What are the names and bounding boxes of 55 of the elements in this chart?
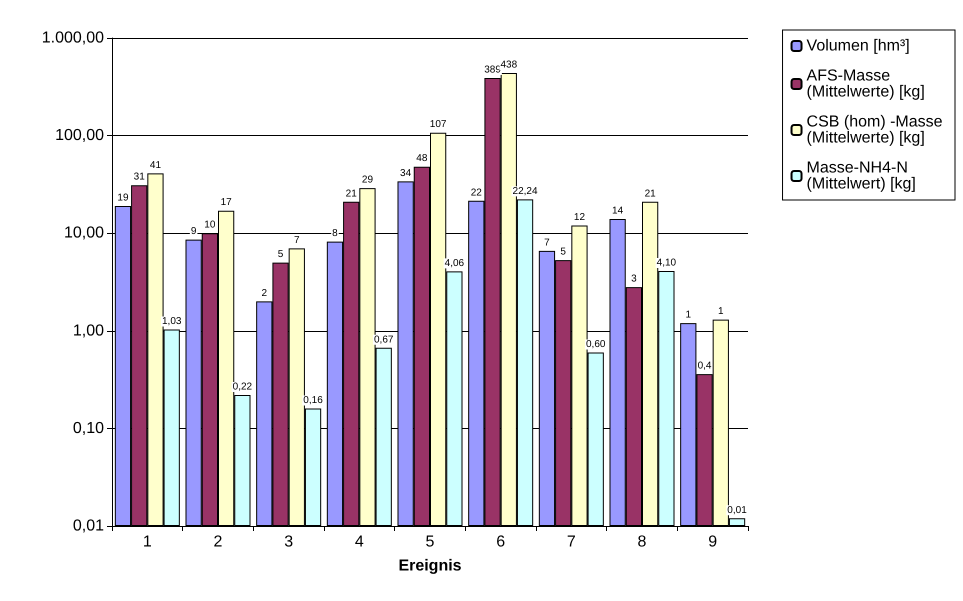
data-label: 48 (416, 153, 428, 164)
data-label: 107 (430, 119, 447, 130)
x-tick-label: 3 (284, 534, 294, 550)
data-label: 1,03 (162, 316, 182, 328)
y-tick-label: 1,00 (72, 322, 104, 340)
data-label: 22,24 (512, 186, 538, 197)
legend-label: CSB (hom) -Masse (Mittelwerte) [kg] (806, 114, 947, 146)
data-label: 0,22 (232, 381, 253, 392)
legend-label: AFS-Masse (Mittelwerte) [kg] (806, 68, 925, 100)
data-label: 4,06 (444, 258, 465, 269)
data-label: 19 (117, 192, 129, 204)
data-label: 5 (278, 249, 284, 260)
x-tick-label: 8 (638, 534, 647, 550)
legend-label: Masse-NH4-N (Mittelwert) [kg] (806, 160, 916, 192)
x-tick-label: 6 (496, 534, 506, 550)
data-label: 10 (204, 220, 216, 231)
data-label: 0,60 (586, 338, 606, 350)
x-tick-label: 7 (566, 534, 576, 550)
legend-label: Volumen [hm³] (806, 38, 910, 54)
data-label: 9 (190, 226, 197, 238)
x-tick-label: 9 (708, 534, 718, 550)
data-label: 438 (500, 59, 518, 70)
data-label: 17 (220, 197, 232, 208)
data-label: 31 (134, 172, 146, 183)
data-label: 14 (612, 205, 624, 216)
data-label: 22 (470, 187, 482, 198)
data-label: 5 (560, 246, 566, 258)
data-label: 2 (262, 288, 268, 299)
data-label: 0,4 (698, 360, 712, 372)
data-label: 1 (718, 306, 724, 318)
x-tick-label: 2 (214, 534, 223, 550)
y-tick-label: 10,00 (64, 224, 104, 242)
data-label: 3 (631, 274, 638, 285)
y-tick-label: 100,00 (55, 127, 104, 144)
data-label: 7 (544, 237, 550, 248)
data-label: 34 (400, 168, 412, 179)
data-label: 41 (150, 160, 162, 171)
x-tick-label: 1 (142, 534, 152, 550)
data-label: 29 (362, 174, 374, 186)
data-label: 0,67 (374, 334, 394, 346)
data-label: 0,16 (303, 394, 324, 406)
x-tick-label: 5 (426, 534, 435, 550)
data-label: 7 (294, 234, 300, 246)
y-tick-label: 1.000,00 (42, 30, 104, 46)
data-label: 4,10 (656, 257, 677, 268)
y-tick-label: 0,01 (72, 518, 104, 534)
data-label: 8 (332, 228, 338, 240)
x-axis-title: Ereignis (398, 558, 462, 574)
data-label: 1 (686, 310, 692, 321)
data-label: 21 (644, 188, 656, 200)
y-tick-label: 0,10 (72, 420, 104, 437)
data-label: 21 (346, 188, 358, 200)
data-label: 0,01 (727, 504, 748, 516)
data-label: 12 (574, 212, 586, 223)
x-tick-label: 4 (354, 534, 364, 550)
